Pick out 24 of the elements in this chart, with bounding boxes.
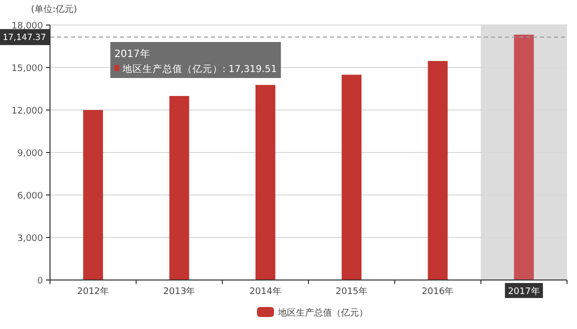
bar <box>169 96 190 280</box>
y-tick-label: 0 <box>37 276 44 286</box>
bar <box>342 74 362 280</box>
y-tick-label: 12,000 <box>12 106 44 116</box>
y-tick-label: 3,000 <box>17 234 44 244</box>
x-tick-label: 2012年 <box>77 286 110 297</box>
bar <box>256 84 276 280</box>
y-tick-label: 18,000 <box>12 22 44 32</box>
bar <box>428 60 448 280</box>
y-tick-label: 6,000 <box>17 192 44 202</box>
x-tick-label: 2015年 <box>336 286 368 297</box>
legend-label: 地区生产总值（亿元） <box>277 308 368 318</box>
x-tick-label: 2013年 <box>163 286 196 297</box>
annotation: 2017年 <box>114 48 150 60</box>
ref-line-label: 17,147.37 <box>2 33 46 44</box>
y-tick-label: 15,000 <box>12 64 44 74</box>
annotation: 地区生产总值（亿元）: 17,319.51 <box>121 63 277 75</box>
x-tick-label: 2014年 <box>249 286 282 297</box>
y-tick-label: 9,000 <box>17 149 44 159</box>
x-tick-label: 2017年 <box>508 286 540 297</box>
bar <box>514 34 534 280</box>
y-axis-title: (单位:亿元) <box>31 4 78 15</box>
bar <box>83 110 103 280</box>
x-tick-label: 2016年 <box>422 286 454 297</box>
